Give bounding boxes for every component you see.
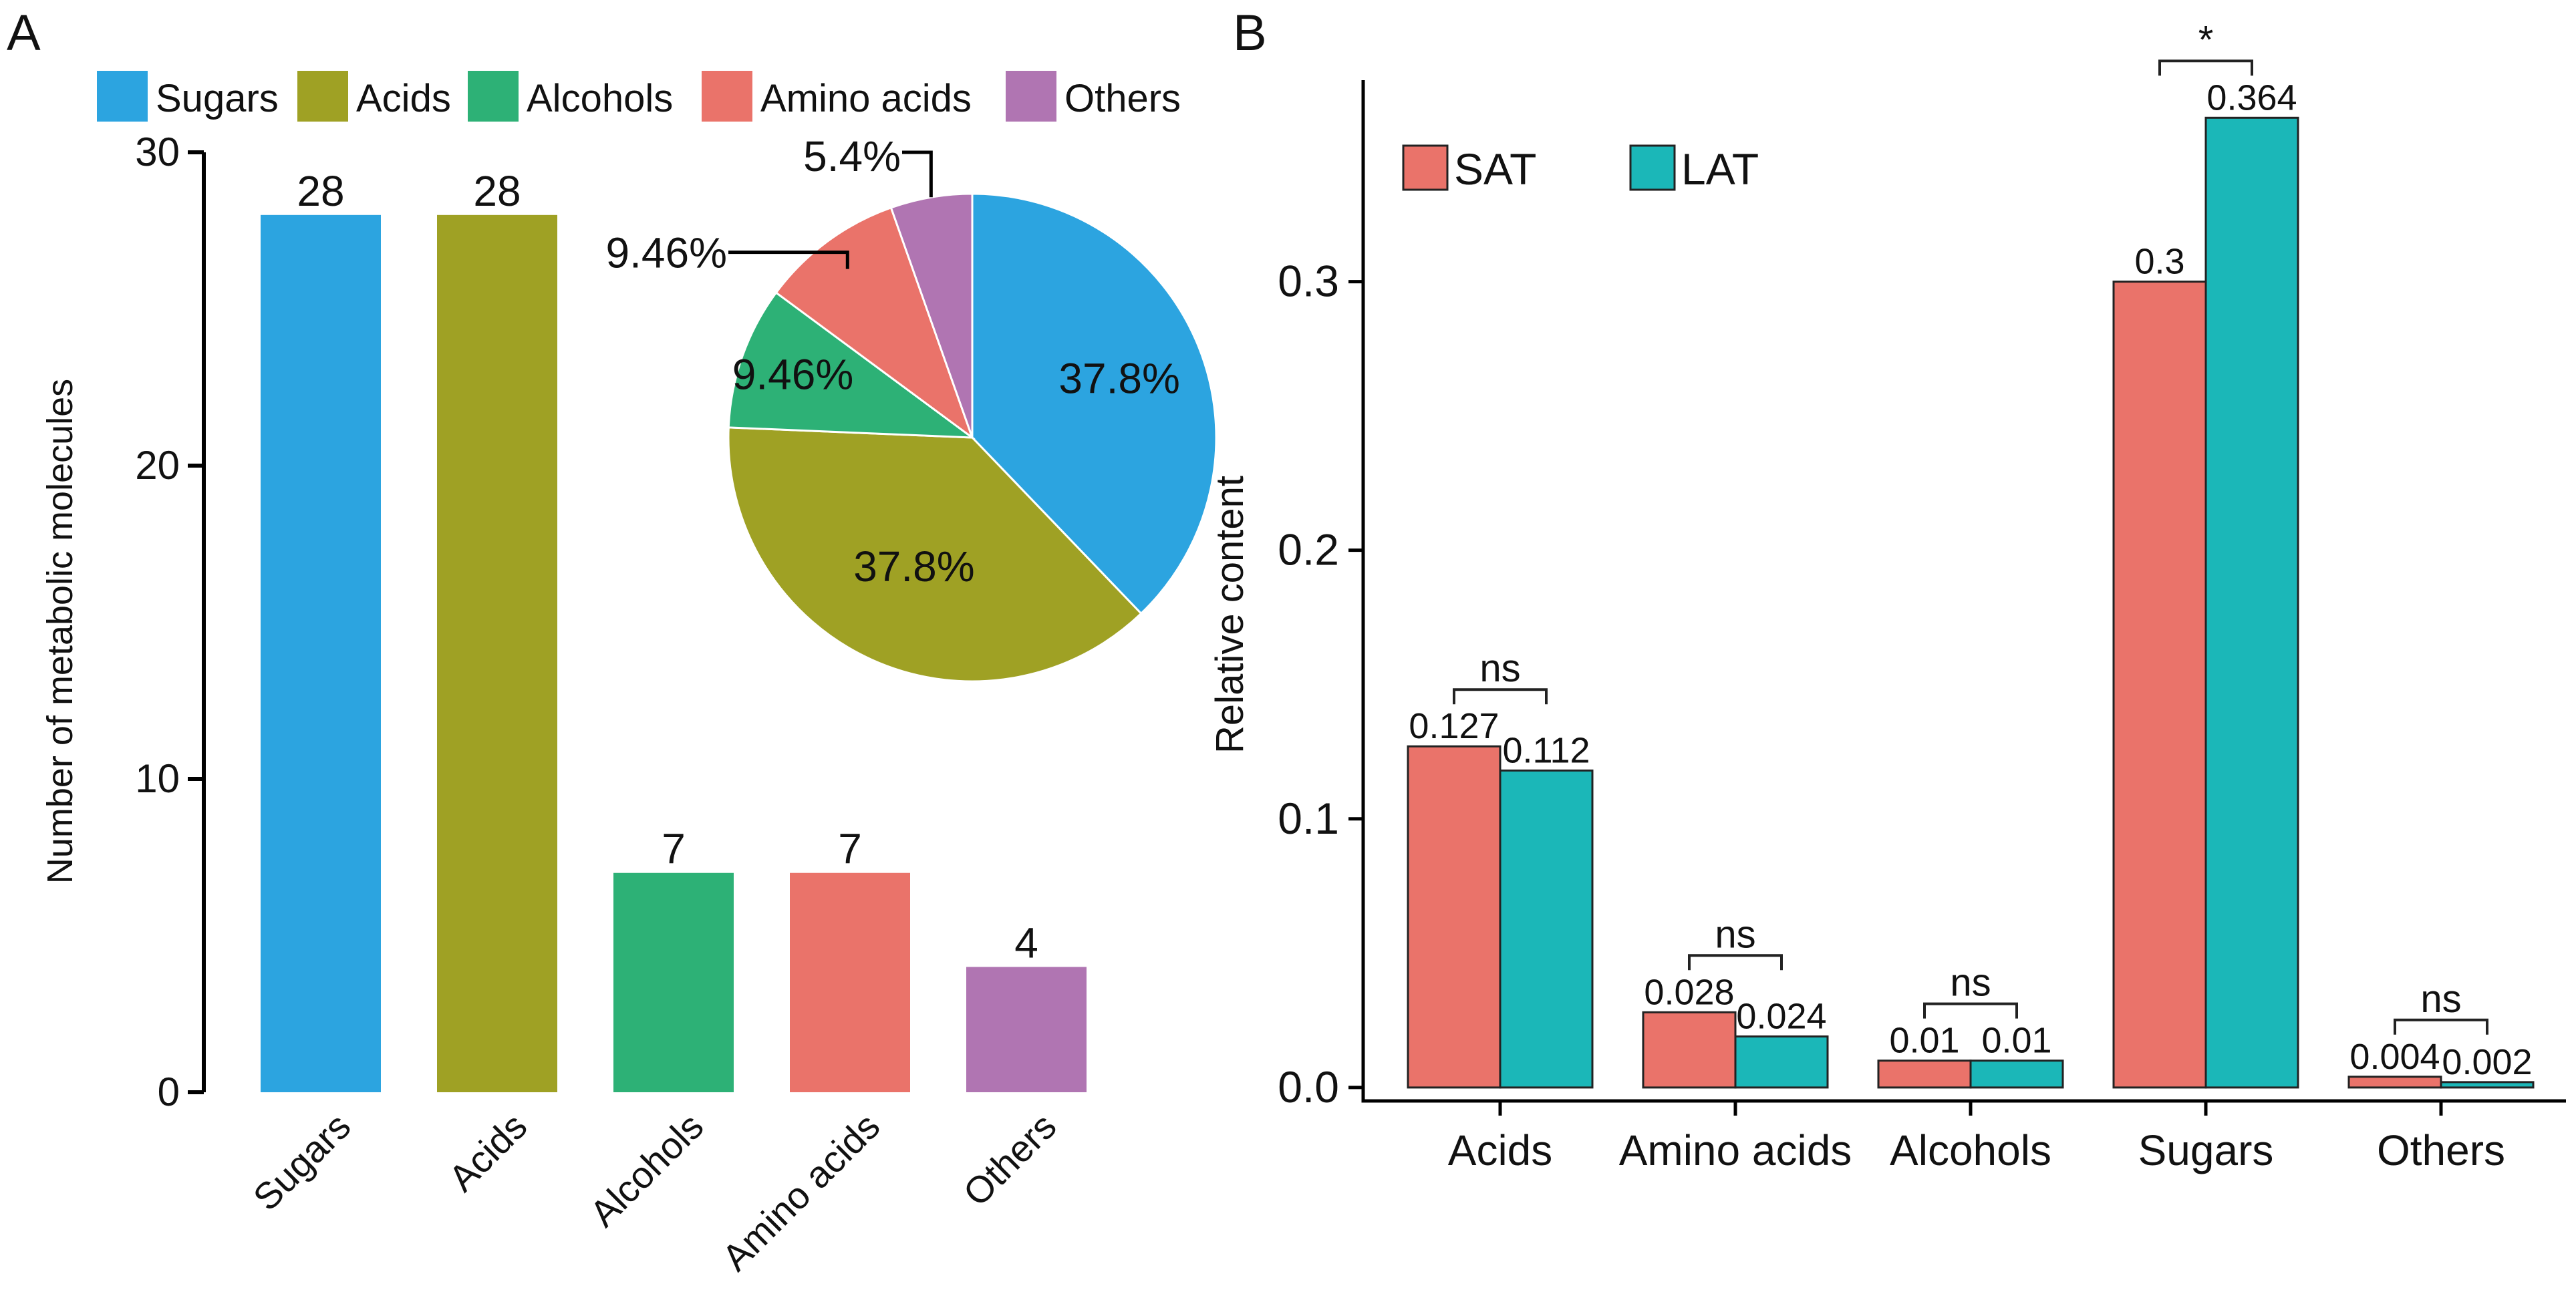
- bar-sat-others: [2347, 1076, 2442, 1089]
- bar-y-axis: 0 10 20 30: [135, 130, 206, 1114]
- pie-label-amino-acids: 9.46%: [606, 229, 727, 277]
- group-x-tick-label: Sugars: [2138, 1126, 2274, 1174]
- significance-label: ns: [1950, 961, 1991, 1005]
- significance-label: ns: [2420, 977, 2461, 1021]
- bar-value-label: 0.364: [2206, 77, 2297, 118]
- significance-bracket: [1923, 1002, 2018, 1019]
- significance-label: ns: [1479, 647, 1520, 690]
- legend-swatch-sugars: [97, 71, 148, 122]
- group-x-tick-label: Acids: [1448, 1126, 1553, 1174]
- legend-swatch-others: [1006, 71, 1056, 122]
- group-x-tick-label: Others: [2377, 1126, 2505, 1174]
- bar-value-label: 0.002: [2442, 1042, 2532, 1082]
- legend-label-lat: LAT: [1681, 144, 1759, 194]
- legend-label-sugars: Sugars: [156, 77, 279, 120]
- bar-value-label: 7: [838, 825, 862, 873]
- group-legend: SAT LAT: [1402, 144, 1759, 194]
- legend-label-alcohols: Alcohols: [527, 77, 673, 120]
- bar-value-label: 28: [473, 167, 521, 215]
- group-axis-lines: [1361, 80, 2566, 1103]
- group-y-tick-label: 0.2: [1278, 525, 1339, 575]
- legend-swatch-acids: [297, 71, 348, 122]
- pie-slice-alcohols: [727, 291, 976, 439]
- legend-swatch-amino-acids: [702, 71, 752, 122]
- group-y-axis-label: Relative content: [1208, 476, 1252, 754]
- bar-value-label: 0.01: [1889, 1021, 1959, 1061]
- bar-value-label: 0.3: [2134, 242, 2184, 282]
- bar-lat-amino-acids: [1734, 1035, 1829, 1089]
- bar-value-label: 28: [297, 167, 344, 215]
- bar-lat-others: [2440, 1081, 2535, 1089]
- bar-x-tick-label: Amino acids: [714, 1105, 887, 1279]
- legend-label-amino-acids: Amino acids: [760, 77, 972, 120]
- significance-label: *: [2198, 18, 2214, 61]
- group-y-tick-label: 0.1: [1278, 794, 1339, 843]
- bar-legend: Sugars Acids Alcohols Amino acids Others: [97, 71, 1181, 122]
- pie-label-acids: 37.8%: [853, 542, 974, 591]
- group-x-tick-label: Alcohols: [1890, 1126, 2051, 1174]
- significance-bracket: [2394, 1018, 2488, 1035]
- bar-value-label: 0.004: [2349, 1037, 2440, 1077]
- bar-value-label: 0.01: [1981, 1021, 2051, 1061]
- group-axes: 0.0 0.1 0.2 0.3 Acids Amino acids Alcohols Suga…: [1278, 80, 2566, 1174]
- bar-acids: [437, 214, 557, 1092]
- bar-others: [966, 967, 1087, 1092]
- legend-label-others: Others: [1064, 77, 1181, 120]
- pie-leader-line: [902, 150, 933, 198]
- legend-label-sat: SAT: [1454, 144, 1536, 194]
- legend-swatch-lat: [1629, 144, 1676, 191]
- bar-value-label: 4: [1014, 919, 1038, 967]
- panel-a: Sugars Acids Alcohols Amino acids Others 010…: [40, 71, 1218, 1279]
- bar-x-tick-label: Sugars: [245, 1105, 358, 1219]
- legend-swatch-alcohols: [468, 71, 519, 122]
- bar-sat-acids: [1407, 745, 1501, 1089]
- bar-x-tick-label: Others: [955, 1105, 1064, 1214]
- significance-bracket: [2158, 59, 2253, 76]
- pie-chart: 37.8% 37.8% 9.46% 9.46% 5.4%: [606, 132, 1218, 683]
- pie-label-alcohols: 9.46%: [732, 350, 853, 398]
- legend-swatch-sat: [1402, 144, 1449, 191]
- pie-label-sugars: 37.8%: [1058, 354, 1179, 402]
- significance-bracket: [1453, 688, 1548, 705]
- bar-value-label: 0.024: [1736, 996, 1826, 1036]
- group-x-tick-label: Amino acids: [1619, 1126, 1852, 1174]
- significance-bracket: [1688, 954, 1783, 971]
- bar-x-tick-label: Acids: [440, 1105, 535, 1199]
- bar-amino-acids: [790, 872, 910, 1092]
- pie-slice-acids: [727, 426, 1143, 683]
- pie-leader-line: [728, 251, 849, 269]
- panel-b: SAT LAT 0.0 0.1 0.2 0.3 Acids Amino acids Alcoh…: [1208, 18, 2566, 1174]
- panel-label-a: A: [7, 5, 41, 61]
- bar-y-tick-label: 0: [158, 1070, 180, 1114]
- group-y-tick-label: 0.3: [1278, 257, 1339, 306]
- bar-value-label: 7: [662, 825, 686, 873]
- bar-lat-sugars: [2204, 116, 2299, 1089]
- bar-sugars: [261, 214, 381, 1092]
- bar-sat-amino-acids: [1642, 1011, 1737, 1089]
- bar-y-tick-label: 10: [135, 756, 180, 801]
- significance-label: ns: [1715, 913, 1755, 956]
- bar-value-label: 0.112: [1502, 730, 1590, 770]
- bar-y-axis-label: Number of metabolic molecules: [40, 379, 80, 884]
- legend-label-acids: Acids: [356, 77, 451, 120]
- bar-y-tick-label: 20: [135, 443, 180, 488]
- bar-lat-acids: [1499, 769, 1594, 1089]
- bar-lat-alcohols: [1969, 1060, 2064, 1089]
- bar-x-tick-label: Alcohols: [581, 1105, 711, 1235]
- bar-value-label: 0.127: [1409, 706, 1499, 746]
- pie-slice-sugars: [971, 192, 1218, 615]
- pie-label-others: 5.4%: [803, 132, 901, 180]
- bar-sat-alcohols: [1877, 1060, 1972, 1089]
- bar-alcohols: [613, 872, 734, 1092]
- bar-y-tick-label: 30: [135, 130, 180, 174]
- bar-value-label: 0.028: [1644, 972, 1734, 1012]
- panel-label-b: B: [1233, 5, 1267, 61]
- bar-sat-sugars: [2112, 281, 2207, 1089]
- group-y-tick-label: 0.0: [1278, 1062, 1339, 1112]
- pie-slice-amino-acids: [774, 206, 975, 441]
